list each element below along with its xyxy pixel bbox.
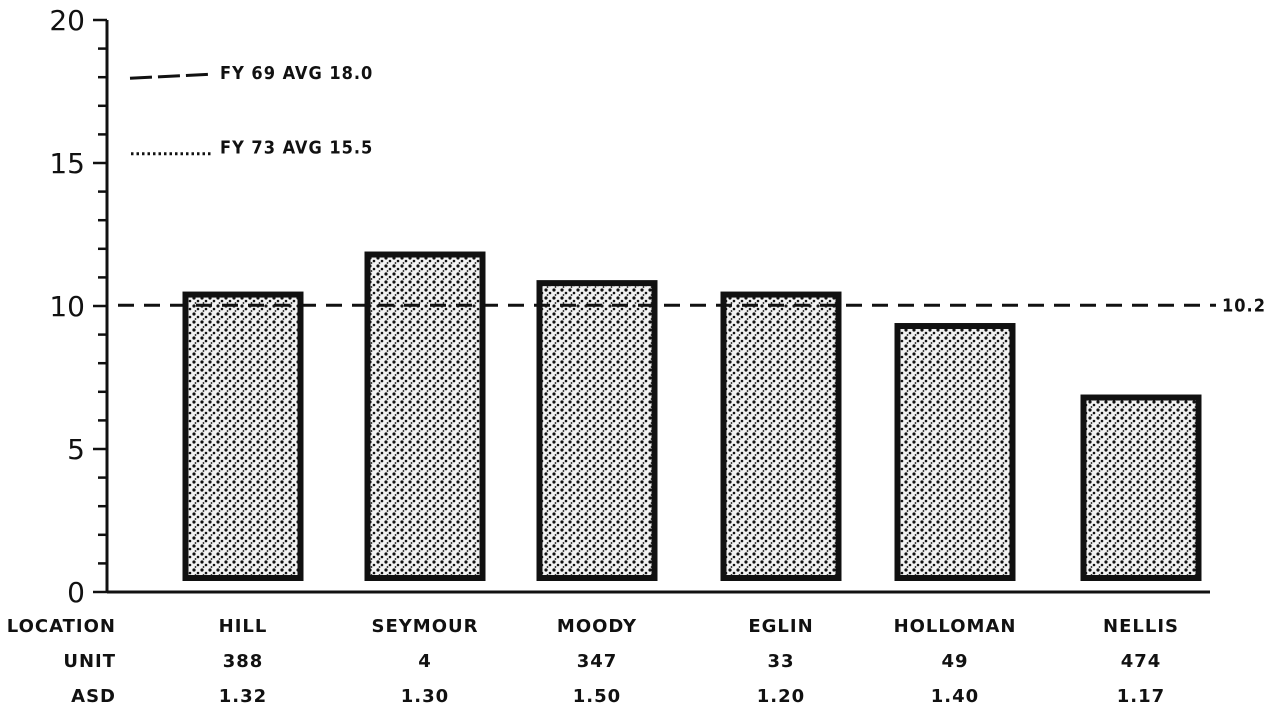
- table-cell: 1.20: [757, 686, 805, 707]
- x-category-label: HOLLOMAN: [894, 616, 1017, 637]
- y-tick-label: 15: [49, 147, 85, 180]
- fy69-average-line: [129, 72, 213, 80]
- x-category-label: SEYMOUR: [372, 616, 479, 637]
- bar-hill: [182, 291, 304, 581]
- y-tick-label: 20: [49, 4, 85, 37]
- fy73-average-label: FY 73 AVG 15.5: [220, 138, 373, 159]
- table-cell: 1.50: [573, 686, 621, 707]
- row-label-asd: ASD: [71, 686, 116, 707]
- bar-eglin: [720, 291, 842, 581]
- overall-average-label: 10.2: [1222, 295, 1266, 316]
- table-cell: 33: [767, 651, 794, 672]
- axes: 0 5 10 15 20: [49, 4, 1210, 609]
- table-cell: 347: [577, 651, 618, 672]
- table-cell: 474: [1121, 651, 1162, 672]
- category-table: LOCATION HILL SEYMOUR MOODY EGLIN HOLLOMAN NEL…: [7, 616, 1179, 707]
- table-cell: 4: [418, 651, 432, 672]
- table-cell: 1.32: [219, 686, 267, 707]
- fy69-average-label: FY 69 AVG 18.0: [220, 63, 373, 84]
- bars: [182, 251, 1202, 582]
- bar-moody: [536, 280, 658, 581]
- row-label-location: LOCATION: [7, 616, 116, 637]
- x-category-label: HILL: [219, 616, 268, 637]
- y-tick-label: 10: [49, 290, 85, 323]
- y-tick-label: 5: [67, 433, 85, 466]
- bar-nellis: [1080, 394, 1202, 581]
- x-category-label: MOODY: [557, 616, 637, 637]
- table-cell: 1.40: [931, 686, 979, 707]
- x-category-label: NELLIS: [1103, 616, 1179, 637]
- table-cell: 388: [223, 651, 264, 672]
- reference-lines: FY 69 AVG 18.0 FY 73 AVG 15.5 10.2: [118, 63, 1266, 316]
- bar-holloman: [894, 323, 1016, 581]
- table-cell: 1.17: [1117, 686, 1165, 707]
- table-cell: 1.30: [401, 686, 449, 707]
- table-cell: 49: [941, 651, 968, 672]
- row-label-unit: UNIT: [63, 651, 116, 672]
- y-tick-label: 0: [67, 576, 85, 609]
- bar-seymour: [364, 251, 486, 582]
- x-category-label: EGLIN: [748, 616, 813, 637]
